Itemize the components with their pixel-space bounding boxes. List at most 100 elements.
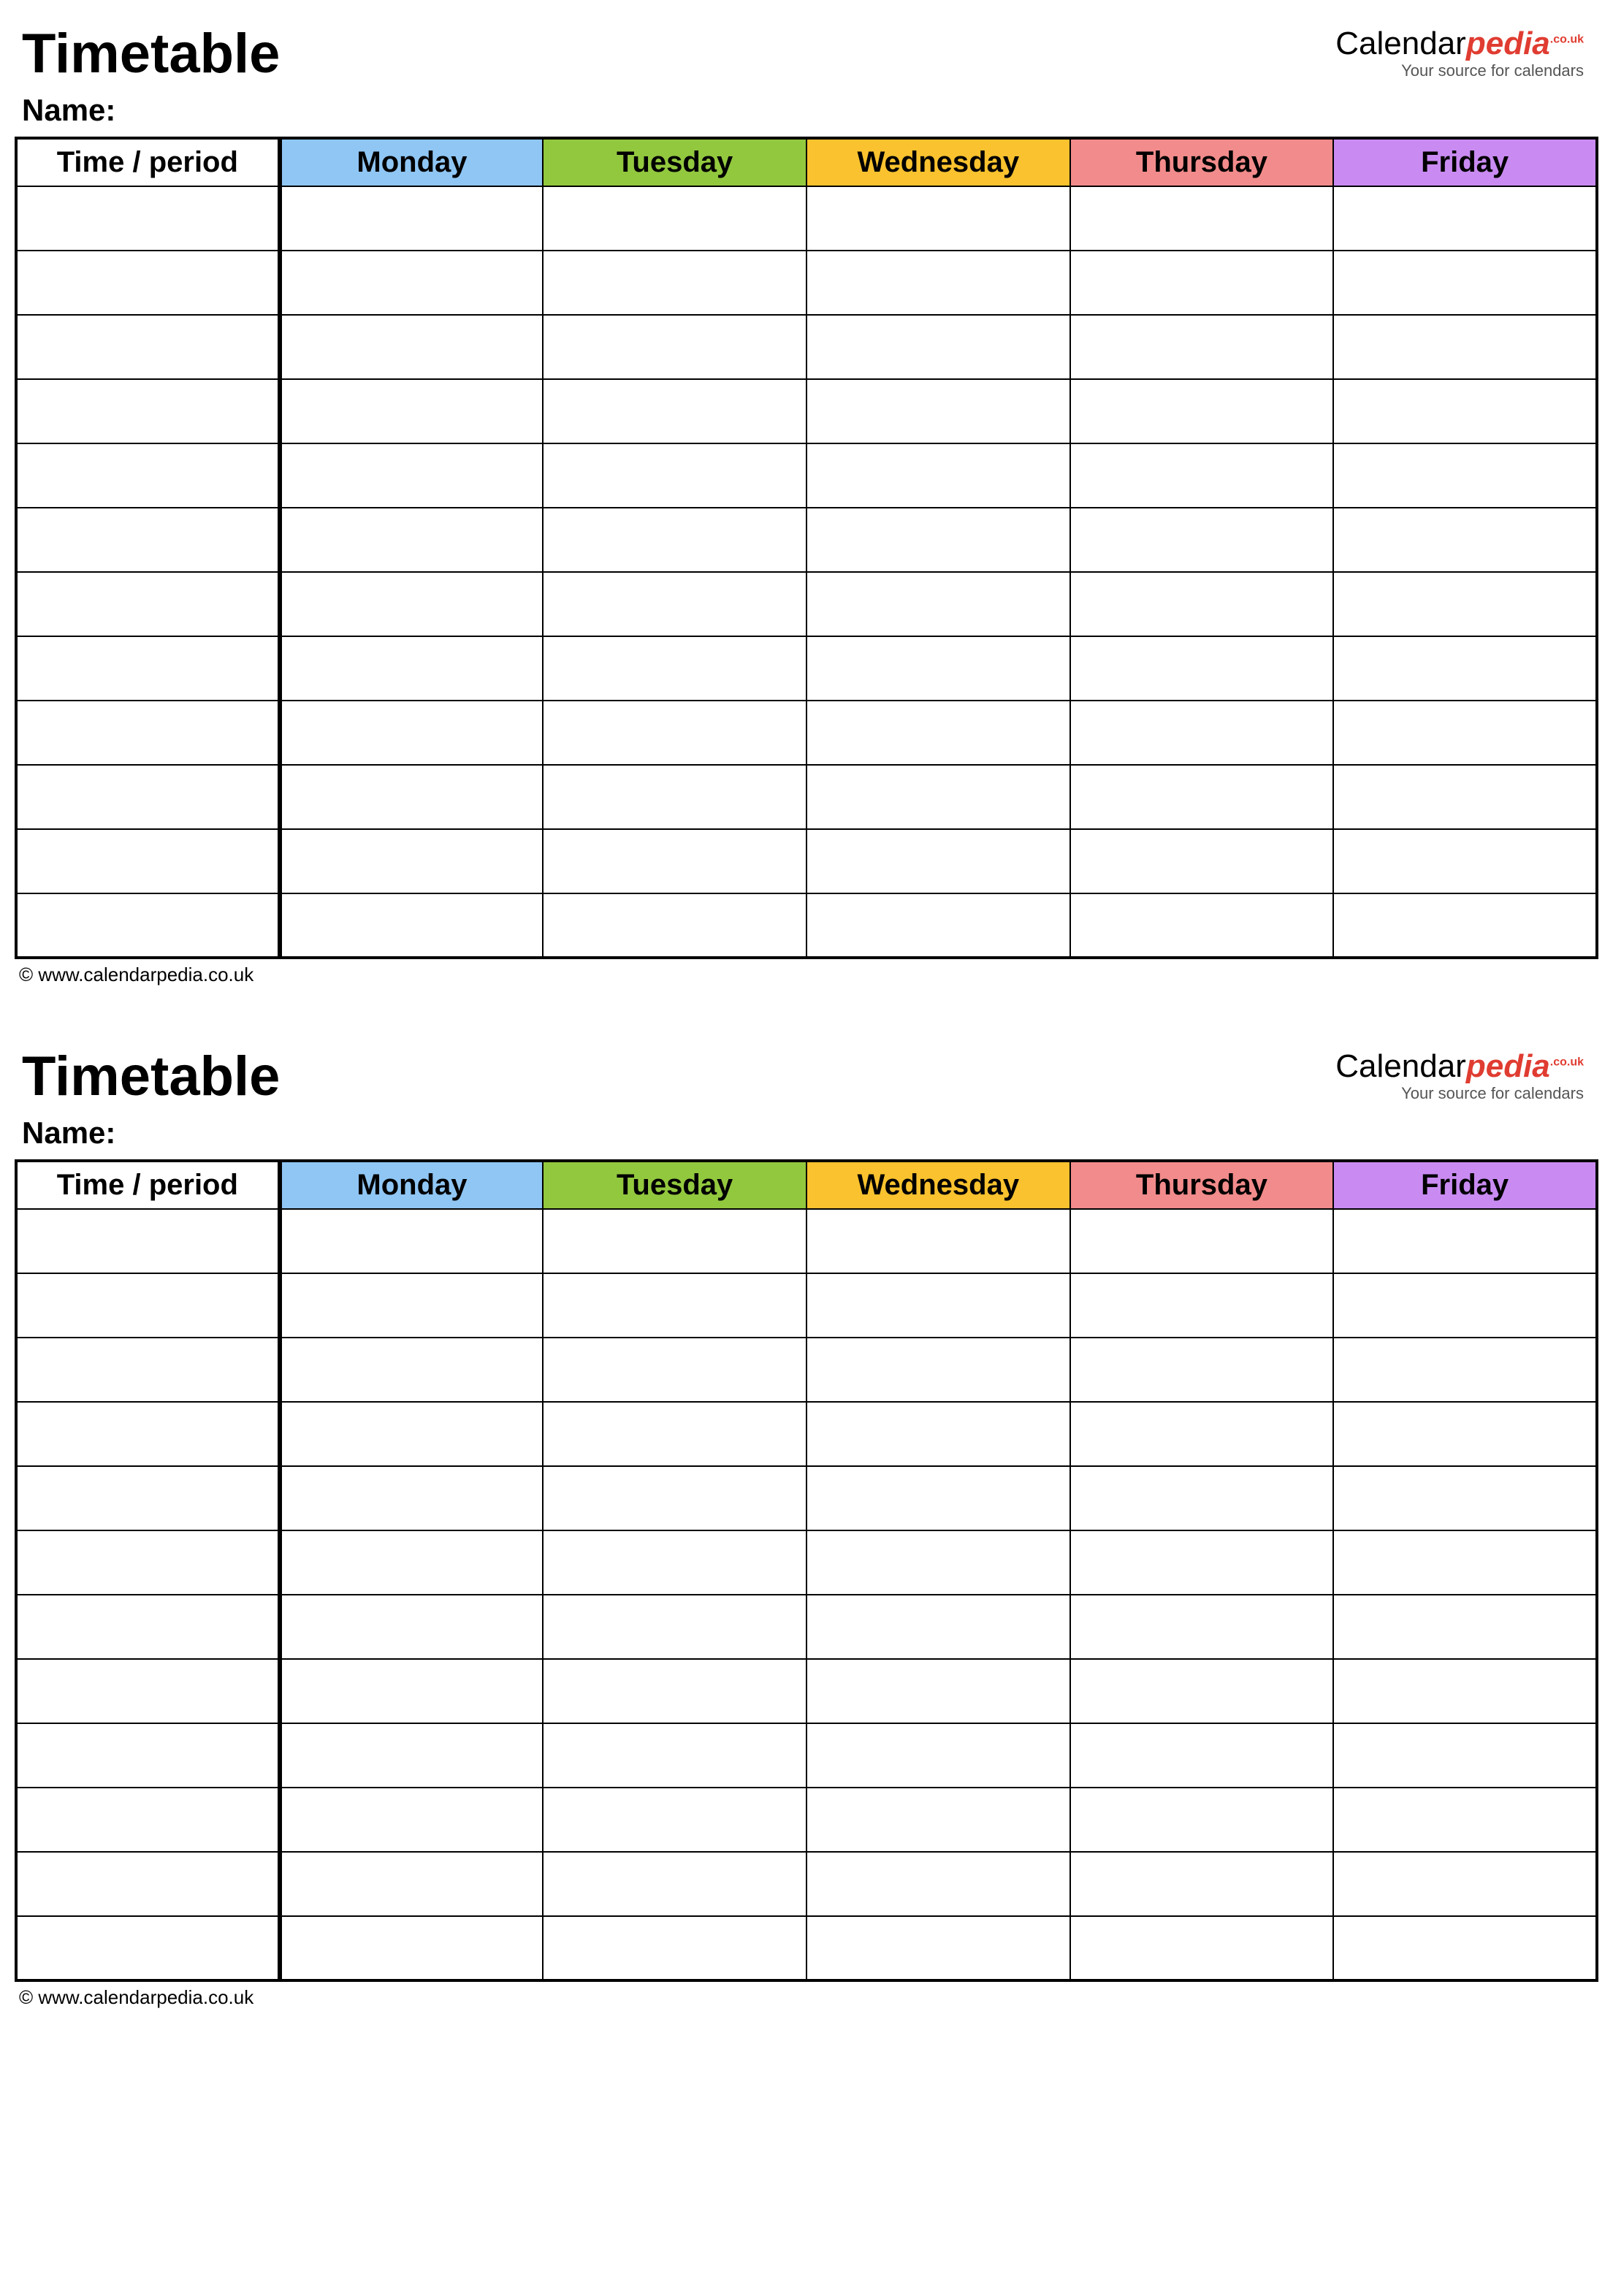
- table-cell[interactable]: [1070, 1466, 1334, 1530]
- table-cell[interactable]: [806, 701, 1070, 765]
- table-cell[interactable]: [806, 1659, 1070, 1723]
- table-cell[interactable]: [280, 1659, 544, 1723]
- table-cell[interactable]: [543, 1338, 806, 1402]
- table-cell[interactable]: [1070, 1338, 1334, 1402]
- table-cell[interactable]: [280, 1466, 544, 1530]
- table-cell[interactable]: [16, 251, 280, 315]
- table-cell[interactable]: [1333, 508, 1597, 572]
- table-cell[interactable]: [280, 508, 544, 572]
- table-cell[interactable]: [806, 1338, 1070, 1402]
- table-cell[interactable]: [16, 765, 280, 829]
- table-cell[interactable]: [1333, 1852, 1597, 1916]
- table-cell[interactable]: [806, 1788, 1070, 1852]
- table-cell[interactable]: [543, 893, 806, 958]
- table-cell[interactable]: [1070, 636, 1334, 701]
- table-cell[interactable]: [806, 572, 1070, 636]
- table-cell[interactable]: [1333, 379, 1597, 443]
- table-cell[interactable]: [280, 1595, 544, 1659]
- table-cell[interactable]: [280, 1338, 544, 1402]
- table-cell[interactable]: [1070, 379, 1334, 443]
- table-cell[interactable]: [1070, 1852, 1334, 1916]
- table-cell[interactable]: [16, 315, 280, 379]
- table-cell[interactable]: [16, 572, 280, 636]
- table-cell[interactable]: [1070, 701, 1334, 765]
- table-cell[interactable]: [16, 1273, 280, 1338]
- table-cell[interactable]: [543, 186, 806, 251]
- table-cell[interactable]: [806, 893, 1070, 958]
- table-cell[interactable]: [806, 251, 1070, 315]
- table-cell[interactable]: [806, 508, 1070, 572]
- table-cell[interactable]: [1333, 572, 1597, 636]
- table-cell[interactable]: [1333, 186, 1597, 251]
- table-cell[interactable]: [280, 1530, 544, 1595]
- table-cell[interactable]: [806, 1466, 1070, 1530]
- table-cell[interactable]: [1070, 765, 1334, 829]
- table-cell[interactable]: [806, 1852, 1070, 1916]
- table-cell[interactable]: [543, 1659, 806, 1723]
- table-cell[interactable]: [543, 1209, 806, 1273]
- table-cell[interactable]: [280, 893, 544, 958]
- table-cell[interactable]: [1333, 765, 1597, 829]
- table-cell[interactable]: [1070, 572, 1334, 636]
- table-cell[interactable]: [1333, 251, 1597, 315]
- table-cell[interactable]: [1333, 1916, 1597, 1980]
- table-cell[interactable]: [16, 829, 280, 893]
- table-cell[interactable]: [543, 251, 806, 315]
- table-cell[interactable]: [280, 572, 544, 636]
- table-cell[interactable]: [1333, 1530, 1597, 1595]
- table-cell[interactable]: [543, 1916, 806, 1980]
- table-cell[interactable]: [280, 636, 544, 701]
- table-cell[interactable]: [1070, 829, 1334, 893]
- table-cell[interactable]: [543, 443, 806, 508]
- table-cell[interactable]: [806, 1273, 1070, 1338]
- table-cell[interactable]: [280, 1273, 544, 1338]
- table-cell[interactable]: [16, 1788, 280, 1852]
- table-cell[interactable]: [1333, 829, 1597, 893]
- table-cell[interactable]: [806, 1209, 1070, 1273]
- table-cell[interactable]: [1333, 1273, 1597, 1338]
- table-cell[interactable]: [16, 1659, 280, 1723]
- table-cell[interactable]: [16, 1402, 280, 1466]
- table-cell[interactable]: [16, 1466, 280, 1530]
- table-cell[interactable]: [16, 379, 280, 443]
- table-cell[interactable]: [543, 1530, 806, 1595]
- table-cell[interactable]: [1333, 1595, 1597, 1659]
- table-cell[interactable]: [1070, 1916, 1334, 1980]
- table-cell[interactable]: [280, 1916, 544, 1980]
- table-cell[interactable]: [543, 1788, 806, 1852]
- table-cell[interactable]: [1333, 701, 1597, 765]
- table-cell[interactable]: [806, 1402, 1070, 1466]
- table-cell[interactable]: [280, 1852, 544, 1916]
- table-cell[interactable]: [543, 315, 806, 379]
- table-cell[interactable]: [543, 765, 806, 829]
- table-cell[interactable]: [543, 1595, 806, 1659]
- table-cell[interactable]: [16, 1852, 280, 1916]
- table-cell[interactable]: [1333, 315, 1597, 379]
- table-cell[interactable]: [806, 1530, 1070, 1595]
- table-cell[interactable]: [543, 1273, 806, 1338]
- table-cell[interactable]: [1333, 1466, 1597, 1530]
- table-cell[interactable]: [806, 765, 1070, 829]
- table-cell[interactable]: [1070, 1659, 1334, 1723]
- table-cell[interactable]: [543, 572, 806, 636]
- table-cell[interactable]: [1070, 1402, 1334, 1466]
- table-cell[interactable]: [1333, 443, 1597, 508]
- table-cell[interactable]: [543, 1723, 806, 1788]
- table-cell[interactable]: [280, 379, 544, 443]
- table-cell[interactable]: [16, 1530, 280, 1595]
- table-cell[interactable]: [543, 1852, 806, 1916]
- table-cell[interactable]: [543, 701, 806, 765]
- table-cell[interactable]: [1333, 1723, 1597, 1788]
- table-cell[interactable]: [280, 1209, 544, 1273]
- table-cell[interactable]: [1070, 186, 1334, 251]
- table-cell[interactable]: [806, 636, 1070, 701]
- table-cell[interactable]: [806, 1723, 1070, 1788]
- table-cell[interactable]: [1070, 1530, 1334, 1595]
- table-cell[interactable]: [16, 1338, 280, 1402]
- table-cell[interactable]: [1070, 315, 1334, 379]
- table-cell[interactable]: [543, 508, 806, 572]
- table-cell[interactable]: [1333, 1659, 1597, 1723]
- table-cell[interactable]: [16, 701, 280, 765]
- table-cell[interactable]: [280, 186, 544, 251]
- table-cell[interactable]: [806, 1916, 1070, 1980]
